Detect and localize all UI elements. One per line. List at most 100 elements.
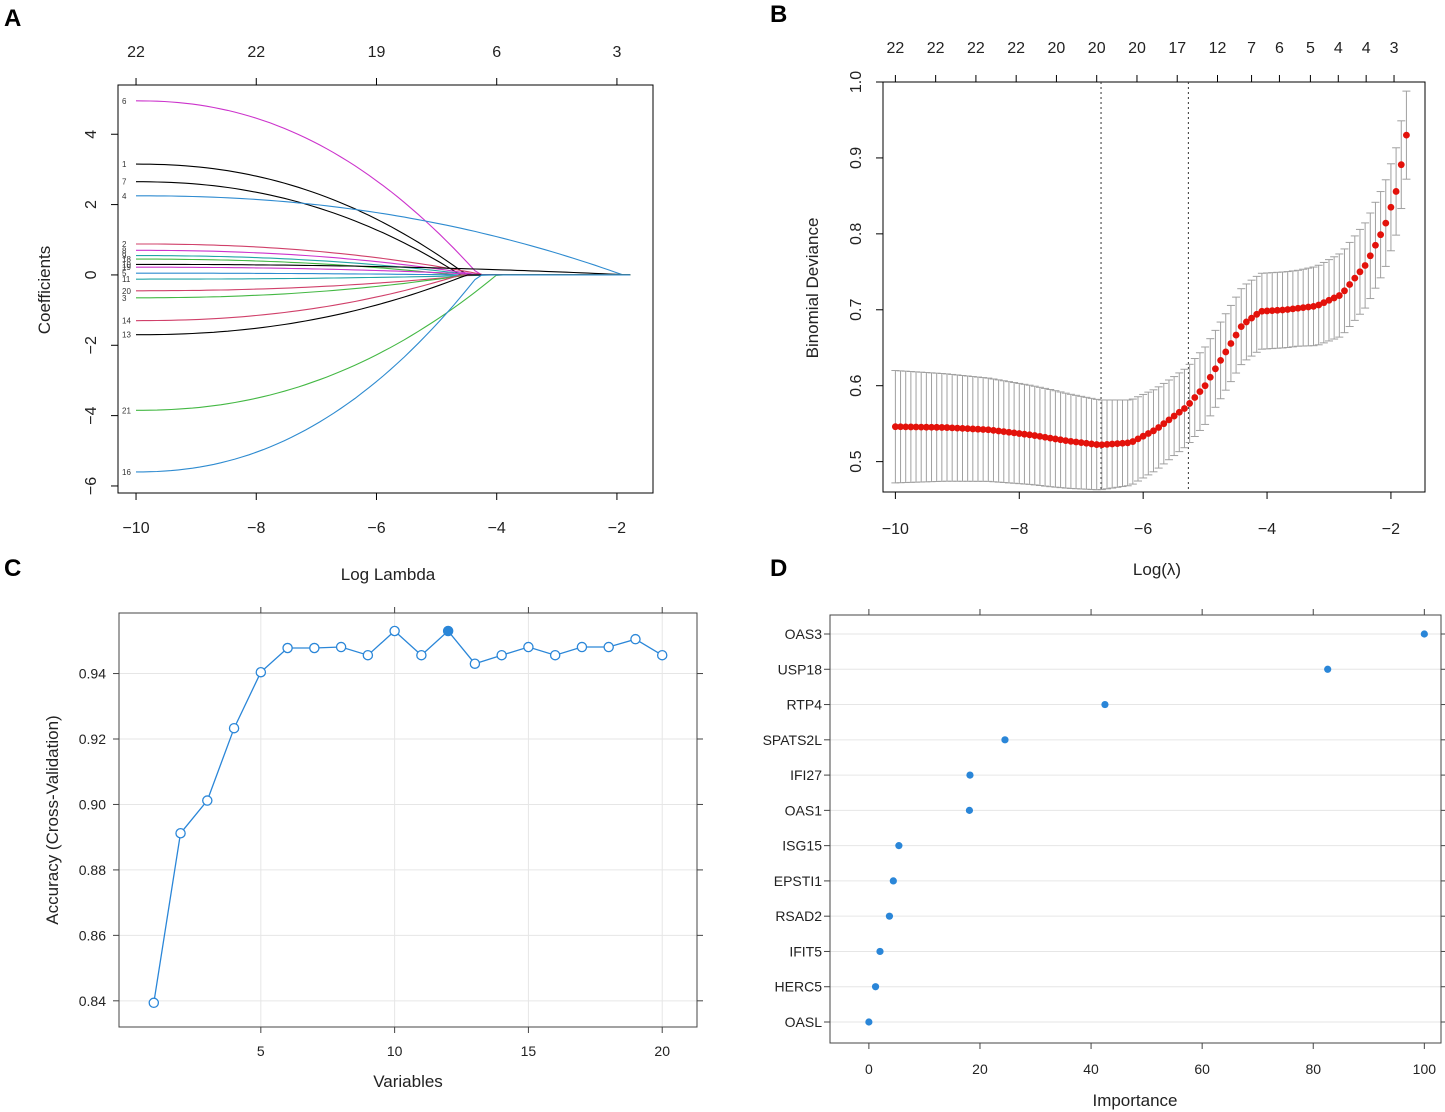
panel-b-top-tick-label: 12 xyxy=(1209,40,1227,57)
panel-b-deviance-point xyxy=(1129,438,1137,445)
panel-b-deviance-point xyxy=(1397,161,1405,169)
panel-a-y-tick-label: −2 xyxy=(83,336,100,354)
panel-d-category-label-rsad2: RSAD2 xyxy=(775,908,822,924)
panel-b-deviance-point xyxy=(984,426,992,434)
coefficient-path-label-19: 19 xyxy=(122,263,131,272)
coefficient-path-6 xyxy=(135,100,631,276)
panel-d-category-label-ifit5: IFIT5 xyxy=(789,943,822,959)
panel-d-x-tick-label: 40 xyxy=(1083,1061,1099,1077)
coefficient-path-label-3: 3 xyxy=(122,294,127,303)
panel-b-y-tick-label: 0.5 xyxy=(848,450,865,472)
panel-c-y-tick-label: 0.88 xyxy=(79,862,106,878)
panel-d-category-label-epsti1: EPSTI1 xyxy=(774,873,822,889)
coefficient-path-label-1: 1 xyxy=(122,160,127,169)
panel-b-deviance-point xyxy=(1242,318,1250,326)
panel-b-deviance-point xyxy=(964,425,972,433)
panel-b-top-tick-label: 6 xyxy=(1275,40,1284,57)
panel-a-y-tick-label: −4 xyxy=(83,406,100,424)
panel-b-deviance-point xyxy=(1067,437,1075,445)
panel-b-deviance-point xyxy=(1273,306,1281,314)
panel-b-deviance-point xyxy=(1289,305,1297,313)
panel-c-accuracy-point xyxy=(282,642,293,654)
panel-b-deviance-point xyxy=(1119,439,1126,447)
panel-b-deviance-point xyxy=(1062,437,1070,445)
coefficient-path-14 xyxy=(135,274,631,322)
coefficient-path-7 xyxy=(136,181,631,276)
panel-b-top-tick-label: 20 xyxy=(1088,40,1106,57)
panel-b-deviance-point xyxy=(1294,304,1302,312)
panel-b-deviance-point xyxy=(1201,382,1209,390)
panel-b-deviance-point xyxy=(1263,307,1271,315)
panel-a-top-tick-label: 6 xyxy=(492,44,501,61)
panel-d-category-label-isg15: ISG15 xyxy=(782,838,822,854)
panel-b-deviance-point xyxy=(1335,292,1343,299)
panel-b-deviance-point xyxy=(1046,434,1054,442)
panel-letter-a: A xyxy=(4,5,21,32)
panel-b-y-tick-label: 0.6 xyxy=(848,374,865,396)
panel-d-x-tick-label: 0 xyxy=(865,1061,873,1077)
panel-b-deviance-point xyxy=(1015,430,1023,437)
coefficient-path-label-4: 4 xyxy=(122,192,127,201)
panel-b-deviance-point xyxy=(1315,301,1323,309)
panel-b-deviance-point xyxy=(1010,429,1018,437)
coefficient-path-11 xyxy=(136,274,631,280)
panel-b-deviance-point xyxy=(1088,440,1095,448)
panel-b-deviance-point xyxy=(995,427,1003,435)
panel-b-deviance-point xyxy=(1310,302,1317,310)
panel-b-frame xyxy=(882,81,1426,493)
panel-c-accuracy-point xyxy=(228,722,240,734)
panel-b-deviance-point xyxy=(1057,436,1064,444)
panel-a-y-tick-label: 2 xyxy=(83,200,100,209)
panel-b-deviance-point xyxy=(1304,303,1312,311)
panel-b-deviance-point xyxy=(1232,331,1240,339)
panel-b-deviance-point xyxy=(1150,427,1157,435)
panel-b-deviance-point xyxy=(1093,441,1101,448)
panel-b-deviance-point xyxy=(1392,188,1400,195)
coefficient-path-label-8: 8 xyxy=(122,246,127,255)
panel-b-top-tick-label: 4 xyxy=(1334,40,1343,57)
panel-b-deviance-point xyxy=(1237,323,1245,331)
panel-c-accuracy-point xyxy=(523,641,534,653)
panel-b-deviance-point xyxy=(922,423,930,431)
panel-a-frame xyxy=(117,84,654,494)
panel-c-x-tick-label: 5 xyxy=(257,1043,265,1059)
panel-b-deviance-point xyxy=(917,423,925,431)
panel-c-x-tick-label: 15 xyxy=(521,1043,537,1059)
panel-b-top-tick-label: 22 xyxy=(886,40,904,57)
coefficient-path-3 xyxy=(136,274,631,299)
panel-b-deviance-point xyxy=(1160,420,1168,428)
panel-b-deviance-point xyxy=(1196,388,1204,396)
panel-c-x-tick-label: 10 xyxy=(387,1043,403,1059)
panel-b-deviance-point xyxy=(1372,241,1379,249)
panel-b-deviance-point xyxy=(1212,365,1219,373)
panel-b-deviance-point xyxy=(1124,439,1132,447)
panel-b-y-label: Binomial Deviance xyxy=(803,218,822,359)
panel-c-rfe-accuracy: 5 10 15 20 0.84 0.86 0.88 0.90 0.92 0.94 Variable… xyxy=(43,607,703,1091)
panel-b-deviance-point xyxy=(933,423,941,431)
panel-d-importance-point-ifi27 xyxy=(966,771,974,779)
panel-c-accuracy-point xyxy=(175,828,186,839)
panel-b-deviance-point xyxy=(1341,287,1348,295)
panel-b-deviance-point xyxy=(1325,296,1333,304)
panel-a-top-tick-label: 19 xyxy=(368,44,386,61)
panel-b-deviance-point xyxy=(1134,435,1142,443)
panel-c-accuracy-point xyxy=(202,795,213,806)
panel-b-deviance-point xyxy=(1330,294,1338,302)
panel-b-deviance-point xyxy=(1366,252,1374,260)
panel-b-deviance-point xyxy=(1258,307,1266,315)
panel-b-top-tick-label: 4 xyxy=(1362,40,1371,57)
panel-b-deviance-point xyxy=(1206,373,1214,381)
coefficient-path-label-2: 2 xyxy=(122,240,127,249)
coefficient-path-label-16: 16 xyxy=(122,468,131,477)
panel-d-x-tick-label: 100 xyxy=(1413,1061,1437,1077)
panel-c-accuracy-point xyxy=(255,666,267,678)
coefficient-path-label-18: 18 xyxy=(122,255,131,264)
panel-b-x-tick-label: −2 xyxy=(1382,521,1400,538)
panel-b-deviance-point xyxy=(1170,412,1178,420)
panel-b-deviance-point xyxy=(1186,400,1194,407)
panel-a-top-tick-label: 22 xyxy=(127,44,145,61)
panel-b-x-tick-label: −10 xyxy=(882,521,909,538)
panel-c-accuracy-point xyxy=(496,649,507,661)
panel-b-deviance-point xyxy=(1113,440,1121,448)
